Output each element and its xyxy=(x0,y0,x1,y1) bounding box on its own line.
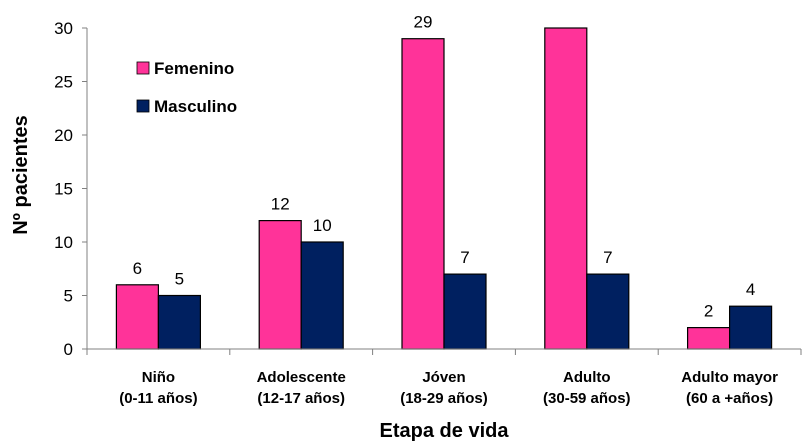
x-tick-label: Adulto xyxy=(563,369,610,386)
data-label-femenino-2: 29 xyxy=(414,13,433,32)
y-tick-label: 0 xyxy=(64,340,73,359)
bar-femenino-1 xyxy=(258,220,302,350)
bar-masculino-1 xyxy=(300,241,344,350)
data-label-femenino-0: 6 xyxy=(133,259,142,278)
data-label-femenino-1: 12 xyxy=(271,195,290,214)
x-tick-label: (0-11 años) xyxy=(119,390,197,407)
legend: Femenino Masculino xyxy=(136,59,237,116)
x-tick-label: Adulto mayor xyxy=(681,369,778,386)
bars-layer xyxy=(115,27,773,350)
legend-label-masculino: Masculino xyxy=(154,97,237,116)
x-tick-label: (60 a +años) xyxy=(686,390,773,407)
y-tick-label: 5 xyxy=(64,287,73,306)
data-label-masculino-1: 10 xyxy=(313,216,332,235)
bar-masculino-0 xyxy=(157,294,201,350)
bar-femenino-2 xyxy=(401,38,445,350)
y-tick-label: 15 xyxy=(54,180,73,199)
data-label-masculino-2: 7 xyxy=(460,248,469,267)
y-tick-label: 25 xyxy=(54,73,73,92)
data-label-femenino-4: 2 xyxy=(704,302,713,321)
x-tick-label: Jóven xyxy=(422,369,465,386)
data-label-masculino-4: 4 xyxy=(746,280,755,299)
x-tick-label: (12-17 años) xyxy=(257,390,345,407)
data-label-masculino-3: 7 xyxy=(603,248,612,267)
bar-masculino-4 xyxy=(728,305,773,350)
bar-masculino-2 xyxy=(443,273,487,350)
legend-swatch-femenino xyxy=(136,61,150,75)
bar-masculino-3 xyxy=(586,273,630,350)
legend-swatch-masculino xyxy=(136,99,150,113)
x-tick-label: Adolescente xyxy=(257,369,346,386)
data-label-masculino-0: 5 xyxy=(175,270,184,289)
y-axis-title: Nº pacientes xyxy=(10,115,32,235)
y-tick-label: 10 xyxy=(54,233,73,252)
x-axis-title: Etapa de vida xyxy=(380,420,510,442)
y-tick-label: 30 xyxy=(54,19,73,38)
y-tick-label: 20 xyxy=(54,126,73,145)
bar-femenino-3 xyxy=(544,27,588,350)
legend-label-femenino: Femenino xyxy=(154,59,234,78)
bar-femenino-0 xyxy=(115,284,160,350)
x-tick-label: (18-29 años) xyxy=(400,390,488,407)
data-labels-layer: 6 12 29 2 5 10 7 7 4 xyxy=(133,13,756,321)
bar-femenino-4 xyxy=(686,327,731,350)
x-tick-label: Niño xyxy=(142,369,175,386)
x-tick-label: (30-59 años) xyxy=(543,390,631,407)
